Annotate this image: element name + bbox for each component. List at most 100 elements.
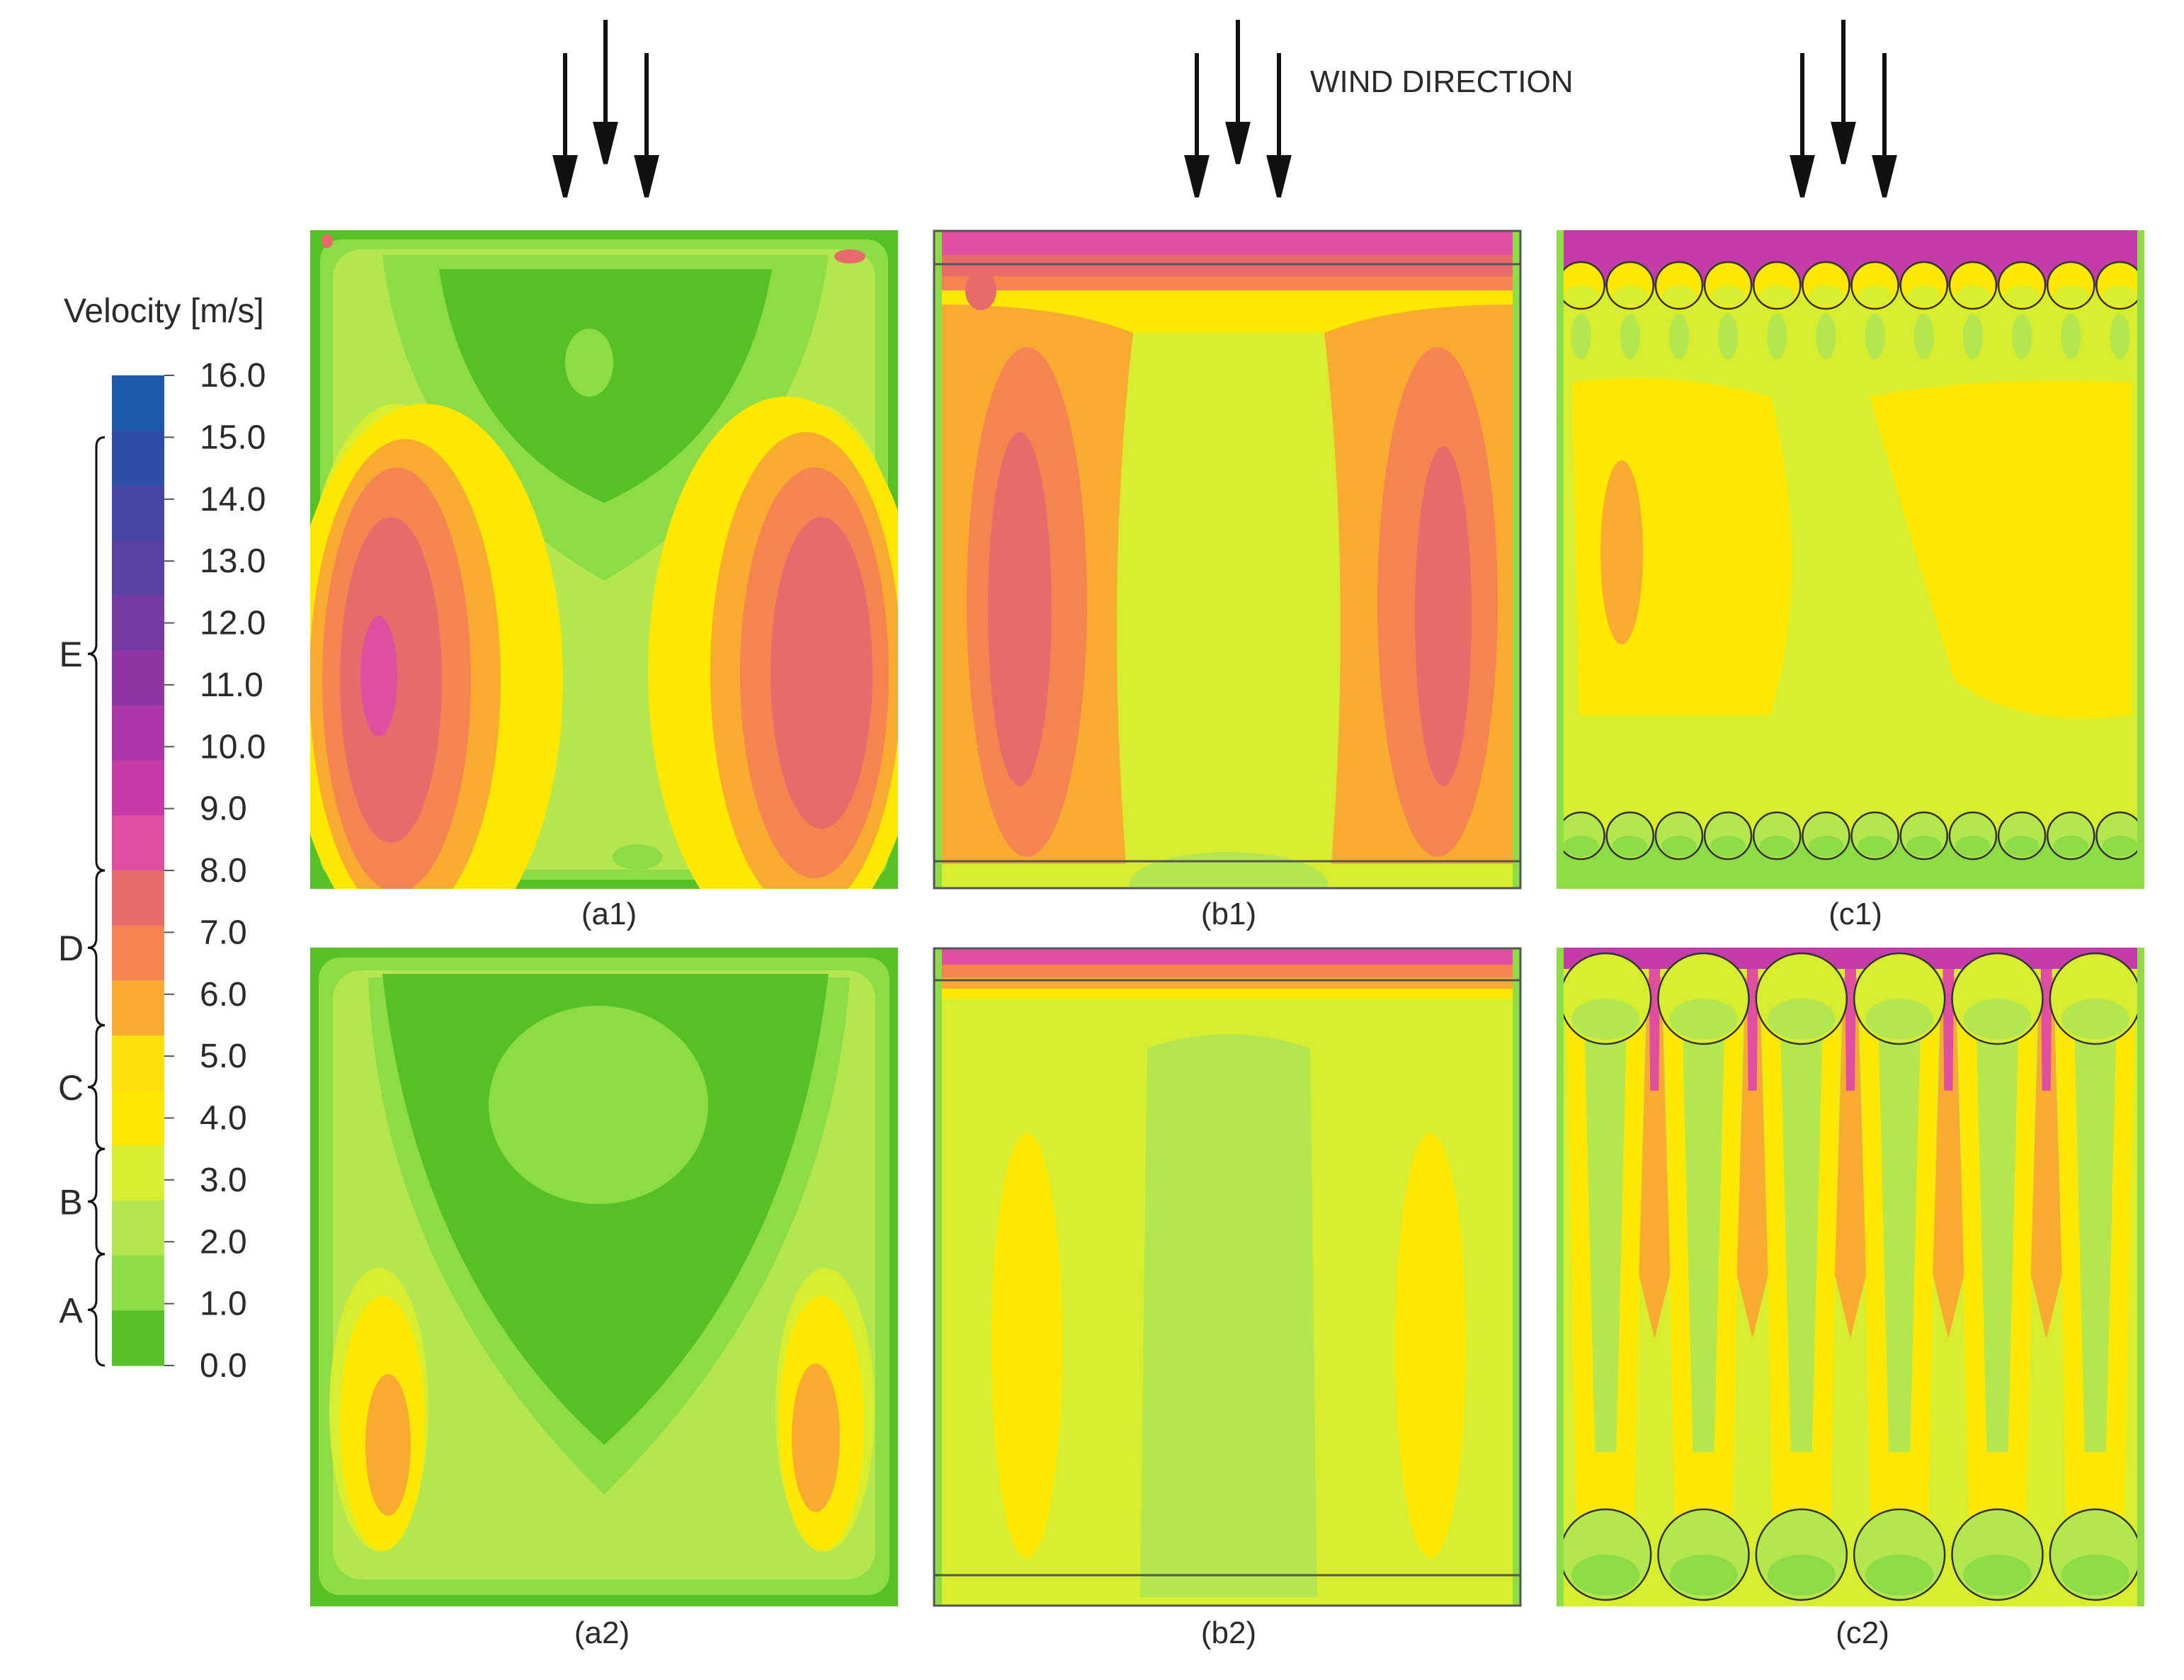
cylinder-outline <box>1948 811 1998 861</box>
legend-colorbar <box>112 375 164 1366</box>
cylinder-outline <box>1850 261 1899 310</box>
cylinder-outline <box>1654 811 1704 861</box>
c1-wake <box>1620 314 1640 359</box>
wind-arrow-group-c <box>1790 20 1897 198</box>
legend-tick-label: 10.0 <box>200 728 266 766</box>
cylinder-outline <box>1703 261 1753 310</box>
c1-wake <box>1718 314 1739 359</box>
legend-band <box>112 760 164 816</box>
c2-wake-center <box>1780 1020 1823 1452</box>
cylinder-shade <box>2061 1555 2129 1596</box>
cylinder-outline <box>1657 1508 1750 1601</box>
panel-a1 <box>310 230 898 889</box>
legend-tick-label: 5.0 <box>200 1038 247 1075</box>
c1-top-cylinders <box>1557 261 2144 359</box>
cylinder-outline <box>1605 261 1654 310</box>
cylinder-shade <box>1865 1555 1934 1596</box>
legend-band <box>112 1035 164 1091</box>
cylinder-outline <box>1755 952 1848 1045</box>
cylinder-outline <box>1753 811 1802 861</box>
cylinder-outline <box>1802 261 1850 310</box>
cylinder-shade <box>2102 285 2138 307</box>
panel-caption-a1: (a1) <box>581 897 637 931</box>
wind-arrow-group-b <box>1184 20 1292 198</box>
c2-gap-jet <box>1639 977 1671 1339</box>
wind-direction-label: WIND DIRECTION <box>1310 64 1574 99</box>
c1-bottom-cylinders <box>1557 811 2144 861</box>
c1-wake <box>2110 314 2130 359</box>
legend-group-letter: D <box>58 929 84 968</box>
c1-wake <box>1816 314 1836 359</box>
c2-gap-jet <box>1933 977 1964 1339</box>
cylinder-outline <box>1850 811 1899 861</box>
c1-wake <box>1865 314 1885 359</box>
legend-group-braces: E D C B A <box>58 436 106 1367</box>
legend-group-brace <box>87 1147 106 1256</box>
cylinder-shade <box>1857 836 1893 857</box>
c2-gap-jet-core <box>1845 963 1856 1091</box>
c1-wake <box>1668 314 1689 359</box>
panel-b1 <box>933 230 1521 889</box>
c2-gap-jet-core <box>1649 963 1661 1091</box>
c2-top-cylinders <box>1559 952 2142 1045</box>
cylinder-shade <box>1808 836 1844 857</box>
legend-tick-label: 1.0 <box>200 1285 247 1323</box>
legend-tick-label: 16.0 <box>200 357 266 395</box>
cylinder-outline <box>1997 811 2047 861</box>
legend-band <box>112 1090 164 1146</box>
legend-tick-label: 7.0 <box>200 914 247 951</box>
c1-wake <box>2061 314 2081 359</box>
legend-band <box>112 980 164 1036</box>
cylinder-outline <box>1654 261 1704 310</box>
legend-band <box>112 705 164 761</box>
c1-wake <box>2012 314 2032 359</box>
legend-group-letter: B <box>59 1182 82 1222</box>
cylinder-shade <box>1906 285 1942 307</box>
cylinder-shade <box>2004 836 2040 857</box>
cylinder-shade <box>1571 999 1640 1040</box>
legend-band <box>112 430 164 486</box>
cylinder-shade <box>2053 285 2088 307</box>
cylinder-shade <box>1661 836 1697 857</box>
cylinder-shade <box>1857 285 1893 307</box>
panel-caption-c2: (c2) <box>1836 1616 1889 1650</box>
cylinder-shade <box>1759 836 1795 857</box>
cylinder-outline <box>1605 811 1654 861</box>
legend-tick-label: 3.0 <box>200 1162 247 1199</box>
c2-wake-columns <box>1566 963 2134 1558</box>
cylinder-shade <box>1955 285 1991 307</box>
cylinder-shade <box>1963 999 2032 1040</box>
legend-group-brace <box>87 436 106 872</box>
c2-wake-center <box>1976 1020 2019 1452</box>
cylinder-outline <box>2047 811 2095 861</box>
cylinder-shade <box>1710 285 1746 307</box>
legend-tick-label: 6.0 <box>200 976 247 1014</box>
legend-group-letter: E <box>59 635 82 674</box>
cylinder-shade <box>1563 836 1599 857</box>
c2-gap-jet-core <box>1943 963 1955 1091</box>
legend-group-letter: A <box>59 1290 83 1330</box>
legend-band <box>112 595 164 651</box>
cylinder-outline <box>1802 811 1850 861</box>
cylinder-shade <box>2102 836 2138 857</box>
cylinder-outline <box>1951 952 2044 1045</box>
cylinder-shade <box>1669 999 1738 1040</box>
panel-b1-frame <box>933 229 1522 890</box>
c2-gap-jet-core <box>1746 963 1758 1091</box>
legend-title: Velocity [m/s] <box>64 293 264 330</box>
cylinder-outline <box>1753 261 1802 310</box>
cylinder-outline <box>1948 261 1998 310</box>
legend-tick-label: 4.0 <box>200 1100 247 1137</box>
cylinder-shade <box>1571 1555 1640 1596</box>
c2-gap-jet <box>1835 977 1866 1339</box>
c2-wake-center <box>1878 1020 1921 1452</box>
panel-caption-b2: (b2) <box>1201 1616 1256 1650</box>
cylinder-outline <box>2047 261 2095 310</box>
legend-band <box>112 1201 164 1256</box>
legend-tick-label: 12.0 <box>200 605 266 642</box>
wind-arrow-group-a <box>552 20 659 198</box>
cylinder-shade <box>1563 285 1599 307</box>
panel-b2-frame <box>933 947 1522 1607</box>
legend-group-brace <box>87 869 106 1026</box>
cylinder-shade <box>1710 836 1746 857</box>
